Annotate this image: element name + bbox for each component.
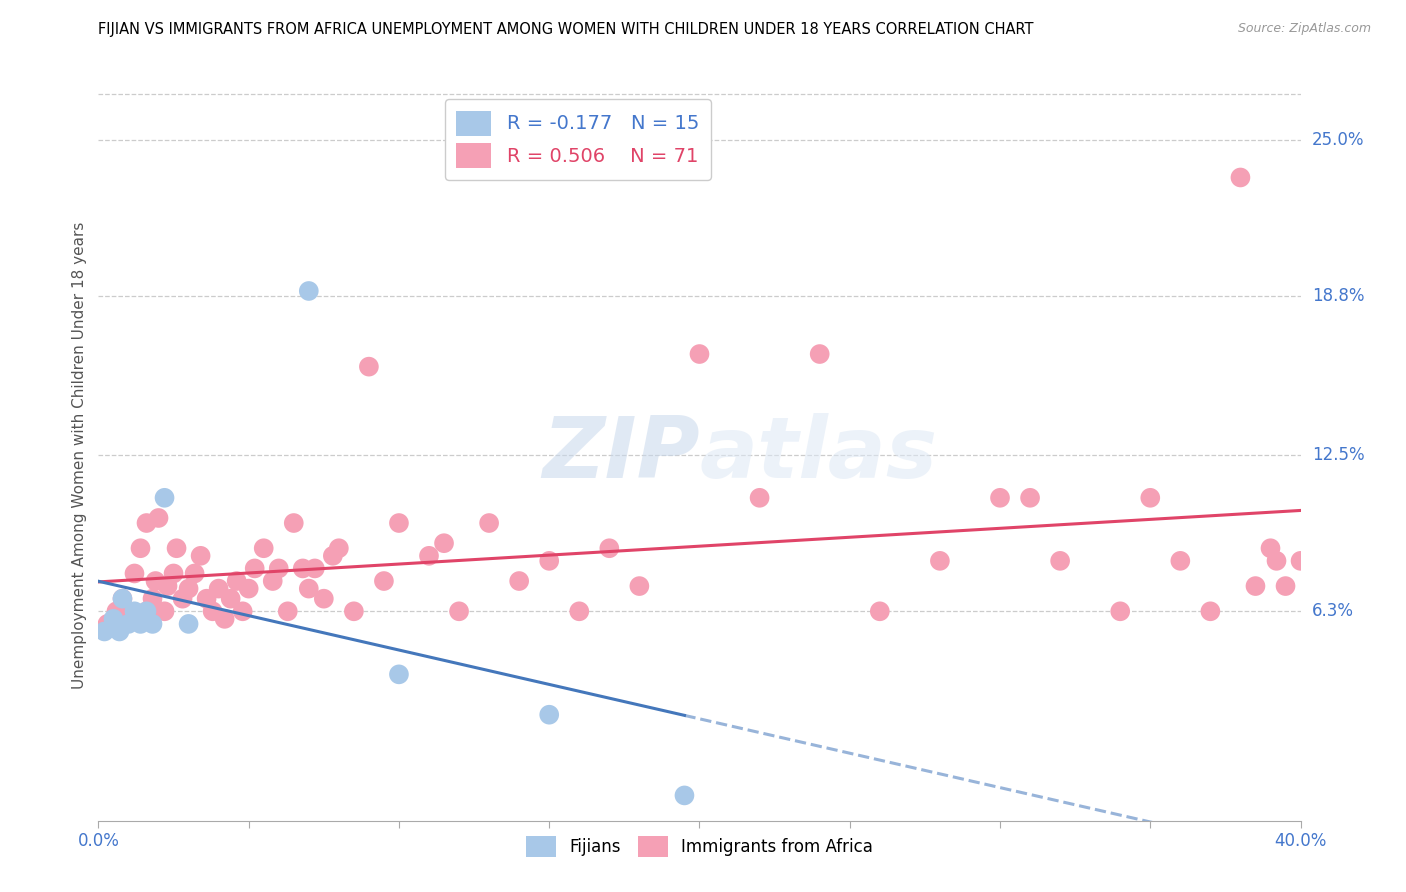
Text: 18.8%: 18.8% [1312, 287, 1364, 305]
Point [312, 591, 335, 606]
Point [538, 707, 561, 722]
Point [1139, 491, 1161, 505]
Point [277, 604, 299, 618]
Point [388, 667, 411, 681]
Point [388, 516, 411, 530]
Point [219, 591, 242, 606]
Point [96, 616, 118, 631]
Point [108, 624, 131, 639]
Point [262, 574, 284, 588]
Point [153, 604, 176, 618]
Point [1170, 554, 1192, 568]
Point [214, 612, 236, 626]
Point [156, 579, 179, 593]
Point [929, 554, 952, 568]
Point [208, 582, 231, 596]
Point [183, 566, 205, 581]
Point [232, 604, 254, 618]
Text: 6.3%: 6.3% [1312, 602, 1354, 620]
Point [748, 491, 770, 505]
Point [243, 561, 266, 575]
Point [447, 604, 470, 618]
Point [433, 536, 456, 550]
Point [162, 566, 184, 581]
Point [129, 541, 152, 556]
Point [283, 516, 305, 530]
Point [1199, 604, 1222, 618]
Point [267, 561, 290, 575]
Point [1244, 579, 1267, 593]
Point [298, 582, 321, 596]
Point [141, 616, 163, 631]
Point [673, 789, 696, 803]
Point [111, 591, 134, 606]
Point [166, 541, 188, 556]
Point [1305, 516, 1327, 530]
Point [103, 612, 125, 626]
Point [869, 604, 891, 618]
Point [195, 591, 218, 606]
Text: atlas: atlas [699, 413, 938, 497]
Point [238, 582, 260, 596]
Point [1109, 604, 1132, 618]
Point [145, 574, 167, 588]
Y-axis label: Unemployment Among Women with Children Under 18 years: Unemployment Among Women with Children U… [72, 221, 87, 689]
Point [124, 566, 146, 581]
Point [190, 549, 212, 563]
Point [568, 604, 591, 618]
Point [129, 616, 152, 631]
Point [225, 574, 247, 588]
Point [1019, 491, 1042, 505]
Point [1260, 541, 1282, 556]
Point [418, 549, 440, 563]
Point [141, 591, 163, 606]
Point [304, 561, 326, 575]
Text: ZIP: ZIP [541, 413, 699, 497]
Point [135, 604, 157, 618]
Point [253, 541, 276, 556]
Point [478, 516, 501, 530]
Point [177, 616, 200, 631]
Point [598, 541, 620, 556]
Point [688, 347, 710, 361]
Point [172, 591, 194, 606]
Point [177, 582, 200, 596]
Point [93, 624, 115, 639]
Point [328, 541, 350, 556]
Point [322, 549, 344, 563]
Point [117, 616, 139, 631]
Point [135, 604, 157, 618]
Point [988, 491, 1011, 505]
Point [1265, 554, 1288, 568]
Point [201, 604, 224, 618]
Point [298, 284, 321, 298]
Text: Source: ZipAtlas.com: Source: ZipAtlas.com [1237, 22, 1371, 36]
Point [628, 579, 651, 593]
Point [1229, 170, 1251, 185]
Point [1274, 579, 1296, 593]
Text: 12.5%: 12.5% [1312, 446, 1364, 464]
Point [153, 491, 176, 505]
Point [105, 604, 128, 618]
Point [808, 347, 831, 361]
Point [135, 516, 157, 530]
Text: 25.0%: 25.0% [1312, 130, 1364, 149]
Point [117, 612, 139, 626]
Legend: Fijians, Immigrants from Africa: Fijians, Immigrants from Africa [516, 826, 883, 867]
Point [124, 604, 146, 618]
Point [291, 561, 314, 575]
Point [1289, 554, 1312, 568]
Point [1049, 554, 1071, 568]
Point [111, 591, 134, 606]
Point [508, 574, 530, 588]
Point [343, 604, 366, 618]
Point [538, 554, 561, 568]
Point [148, 511, 170, 525]
Point [357, 359, 380, 374]
Text: FIJIAN VS IMMIGRANTS FROM AFRICA UNEMPLOYMENT AMONG WOMEN WITH CHILDREN UNDER 18: FIJIAN VS IMMIGRANTS FROM AFRICA UNEMPLO… [98, 22, 1033, 37]
Point [373, 574, 395, 588]
